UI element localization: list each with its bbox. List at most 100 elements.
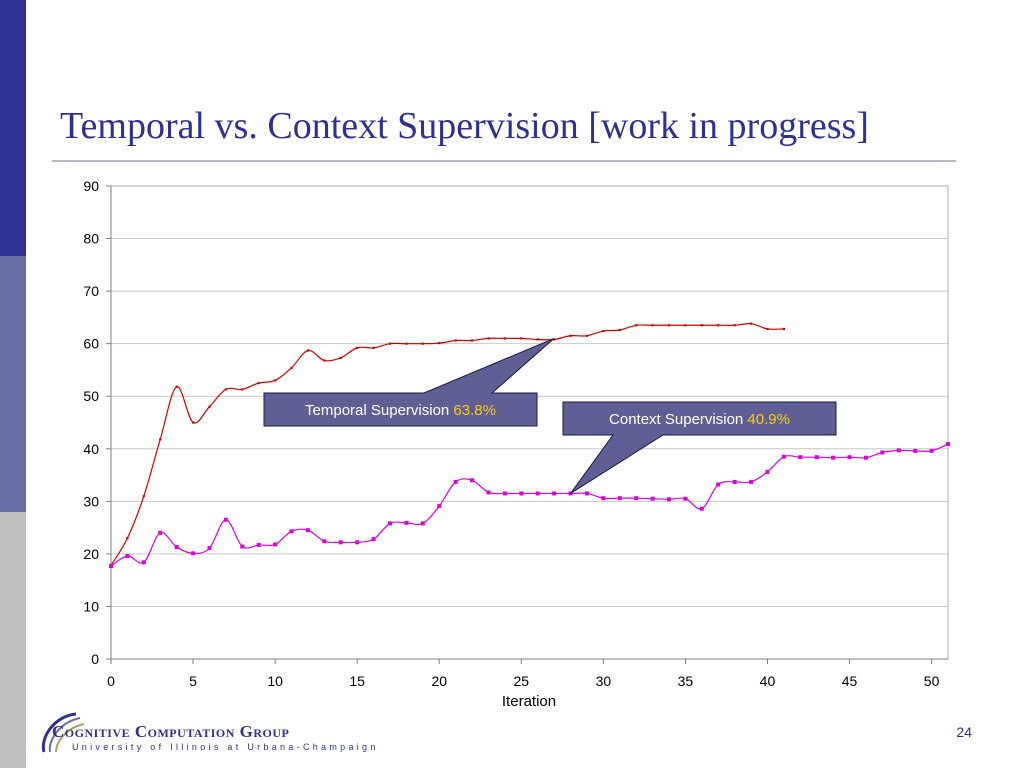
series-context xyxy=(109,442,950,568)
data-point-temporal xyxy=(684,324,687,327)
data-point-context xyxy=(141,560,146,565)
data-point-temporal xyxy=(142,494,145,498)
data-point-context xyxy=(896,448,901,453)
data-point-context xyxy=(289,529,294,534)
sidebar-block-top xyxy=(0,0,26,256)
chart-gridlines xyxy=(111,185,948,607)
callout-temporal xyxy=(263,337,555,427)
data-point-temporal xyxy=(388,342,392,345)
data-point-context xyxy=(453,479,458,484)
data-point-context xyxy=(158,530,163,535)
data-point-context xyxy=(699,506,704,511)
data-point-context xyxy=(814,455,819,460)
data-point-context xyxy=(256,542,261,547)
data-point-context xyxy=(420,521,425,526)
data-point-temporal xyxy=(306,349,310,352)
series-line-temporal xyxy=(110,322,784,566)
data-point-context xyxy=(634,496,639,501)
data-point-temporal xyxy=(487,337,490,340)
data-point-context xyxy=(552,491,557,496)
x-axis-ticks: 0 5 10 15 20 25 30 35 40 45 50 xyxy=(107,659,940,689)
data-point-temporal xyxy=(372,346,375,349)
data-point-context xyxy=(109,563,113,568)
y-tick-label: 20 xyxy=(83,546,99,562)
x-tick-label: 45 xyxy=(842,673,858,689)
data-point-temporal xyxy=(618,328,621,332)
chart-axes xyxy=(110,185,949,660)
data-point-context xyxy=(798,455,803,460)
data-point-temporal xyxy=(717,324,720,327)
data-point-context xyxy=(683,496,688,501)
sidebar-block-middle xyxy=(0,256,26,512)
data-point-context xyxy=(913,448,918,453)
data-point-context xyxy=(322,539,327,544)
data-point-temporal xyxy=(536,338,539,341)
data-point-context xyxy=(305,528,310,533)
x-tick-label: 30 xyxy=(596,673,612,689)
x-tick-label: 5 xyxy=(189,673,197,689)
callout-value-context: 40.9% xyxy=(747,411,790,428)
data-point-temporal xyxy=(159,438,162,441)
data-point-context xyxy=(601,496,606,501)
data-point-temporal xyxy=(651,324,654,327)
data-point-context xyxy=(404,520,409,525)
data-point-context xyxy=(584,491,589,496)
sidebar-decoration xyxy=(0,0,26,768)
callout-text-context: Context Supervision xyxy=(609,411,747,428)
data-point-context xyxy=(650,496,655,501)
data-point-temporal xyxy=(405,342,408,345)
data-point-context xyxy=(831,455,836,460)
callout-label-temporal: Temporal Supervision 63.8% xyxy=(305,402,496,419)
logo-name: Cognitive Computation Group xyxy=(52,722,290,741)
data-point-temporal xyxy=(257,381,260,385)
data-point-temporal xyxy=(438,342,441,345)
x-tick-label: 25 xyxy=(514,673,530,689)
y-tick-label: 60 xyxy=(83,336,99,352)
data-point-context xyxy=(946,442,950,447)
data-point-context xyxy=(174,545,179,550)
data-point-context xyxy=(207,546,212,551)
data-point-context xyxy=(125,553,130,558)
data-point-context xyxy=(929,448,934,453)
data-point-temporal xyxy=(274,379,277,382)
callout-text-temporal: Temporal Supervision xyxy=(305,402,453,419)
y-tick-label: 50 xyxy=(83,388,99,404)
data-point-context xyxy=(502,491,507,496)
data-point-context xyxy=(273,542,278,547)
y-tick-label: 40 xyxy=(83,441,99,457)
y-tick-label: 90 xyxy=(83,178,99,194)
data-point-temporal xyxy=(356,346,359,349)
data-point-temporal xyxy=(782,327,785,331)
data-point-context xyxy=(716,482,721,487)
y-axis-ticks: 0 10 20 30 40 50 60 70 80 90 xyxy=(83,178,111,667)
series-temporal xyxy=(109,322,785,567)
data-point-temporal xyxy=(241,388,244,391)
x-tick-label: 35 xyxy=(678,673,694,689)
series-line-context xyxy=(110,443,949,567)
x-tick-label: 40 xyxy=(760,673,776,689)
y-tick-label: 80 xyxy=(83,231,99,247)
logo-subtitle: University of Illinois at Urbana-Champai… xyxy=(72,742,379,752)
x-tick-label: 10 xyxy=(267,673,283,689)
logo-swoosh-icon xyxy=(41,712,85,753)
slide-title: Temporal vs. Context Supervision [work i… xyxy=(60,105,869,147)
data-point-temporal xyxy=(503,337,506,340)
data-point-context xyxy=(437,504,442,509)
data-point-temporal xyxy=(585,334,589,337)
data-point-temporal xyxy=(700,324,703,327)
y-tick-label: 10 xyxy=(83,598,99,614)
data-point-context xyxy=(223,517,228,522)
data-point-context xyxy=(863,455,868,460)
data-point-context xyxy=(732,479,737,484)
data-point-context xyxy=(470,478,475,483)
data-point-context xyxy=(486,490,491,495)
data-point-context xyxy=(338,540,343,545)
data-point-context xyxy=(667,497,671,502)
x-tick-label: 0 xyxy=(107,673,115,689)
data-point-context xyxy=(781,454,786,459)
data-point-temporal xyxy=(602,329,605,333)
data-point-temporal xyxy=(126,537,129,540)
data-point-temporal xyxy=(569,334,572,337)
data-point-temporal xyxy=(224,388,227,391)
data-point-temporal xyxy=(470,339,474,342)
